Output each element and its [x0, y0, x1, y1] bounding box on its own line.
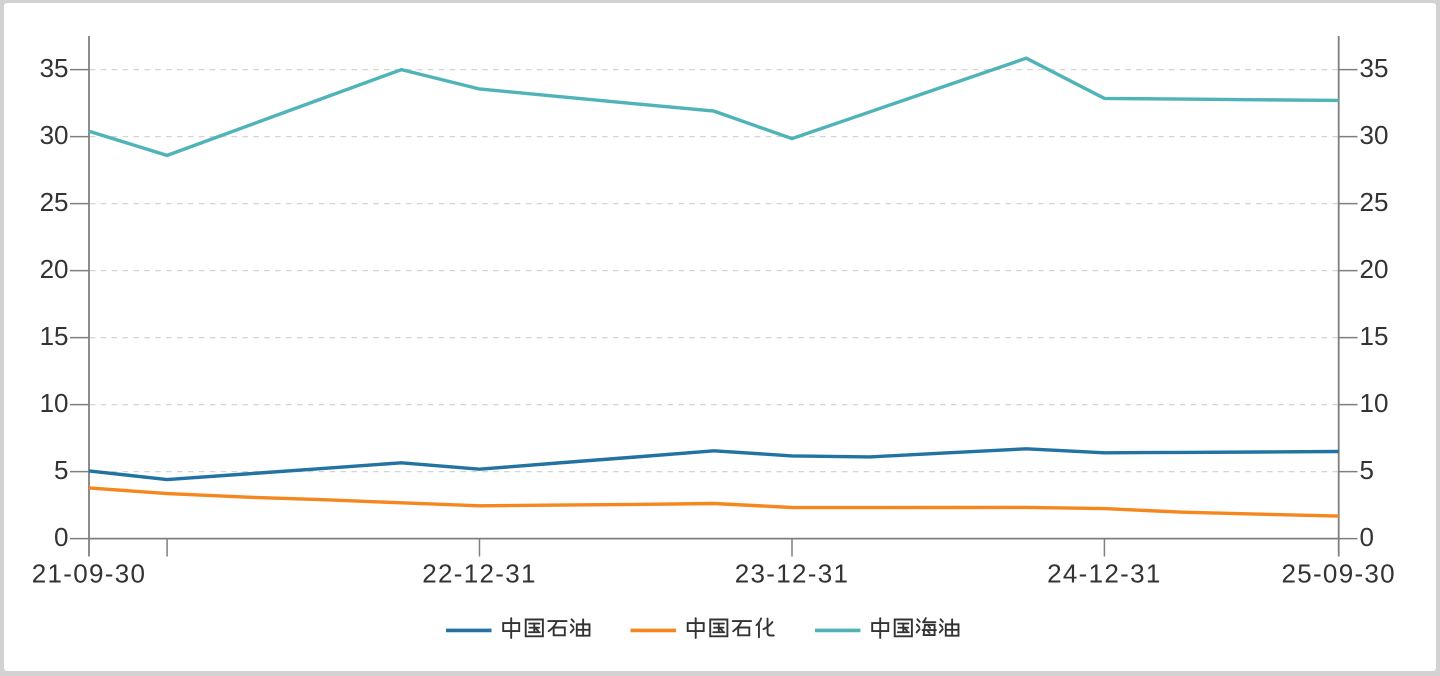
svg-text:23-12-31: 23-12-31 — [735, 559, 849, 589]
svg-text:15: 15 — [1360, 321, 1389, 351]
svg-text:21-09-30: 21-09-30 — [32, 559, 146, 589]
svg-text:10: 10 — [40, 388, 69, 418]
svg-text:10: 10 — [1360, 388, 1389, 418]
svg-text:30: 30 — [1360, 120, 1389, 150]
svg-text:30: 30 — [40, 120, 69, 150]
svg-text:25: 25 — [1360, 187, 1389, 217]
svg-text:5: 5 — [54, 455, 68, 485]
svg-text:15: 15 — [40, 321, 69, 351]
svg-text:22-12-31: 22-12-31 — [422, 559, 536, 589]
svg-text:35: 35 — [1360, 53, 1389, 83]
svg-text:24-12-31: 24-12-31 — [1047, 559, 1161, 589]
svg-text:20: 20 — [1360, 254, 1389, 284]
svg-text:25-09-30: 25-09-30 — [1281, 559, 1395, 589]
svg-text:25: 25 — [40, 187, 69, 217]
svg-text:20: 20 — [40, 254, 69, 284]
svg-text:35: 35 — [40, 53, 69, 83]
svg-text:5: 5 — [1360, 455, 1374, 485]
svg-text:0: 0 — [54, 522, 68, 552]
svg-text:0: 0 — [1360, 522, 1374, 552]
